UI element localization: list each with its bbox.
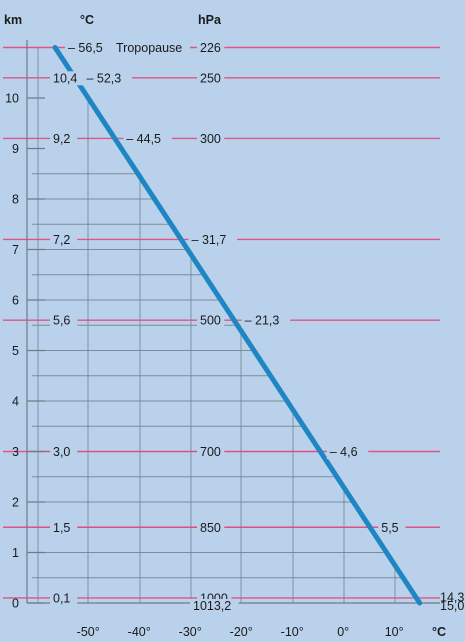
label-background	[378, 520, 406, 535]
y-tick-label: 0	[12, 597, 19, 611]
x-tick-label: -20°	[230, 625, 253, 639]
label-background	[50, 445, 78, 459]
altitude-header: km	[4, 13, 22, 27]
y-tick-label: 5	[12, 344, 19, 358]
x-tick-label: -10°	[281, 625, 304, 639]
x-tick-label: -40°	[128, 625, 151, 639]
label-background	[123, 131, 172, 146]
pressure-header: hPa	[198, 13, 222, 27]
x-tick-label: 10°	[385, 625, 404, 639]
label-background	[50, 232, 78, 247]
y-tick-label: 2	[12, 496, 19, 510]
tropopause-label: Tropopause	[116, 41, 182, 55]
label-background	[188, 232, 238, 247]
x-tick-label: -30°	[179, 625, 202, 639]
label-background	[65, 41, 114, 55]
altitude-label: 9,2	[53, 132, 70, 146]
altitude-label: 10,4	[53, 71, 77, 85]
temperature-line	[52, 45, 423, 606]
level-labels: 0,1 1000 14,31,5 850 5,53,0 700– 4,65,6 500– 2…	[50, 41, 464, 613]
pressure-label: 850	[200, 521, 221, 535]
pressure-label: 500	[200, 314, 221, 328]
temperature-label: – 52,3	[86, 71, 121, 85]
y-tick-label: 6	[12, 294, 19, 308]
label-background	[50, 71, 85, 86]
label-background	[197, 445, 225, 459]
temperature-label: – 44,5	[126, 132, 161, 146]
label-background	[190, 599, 239, 613]
x-tick-label: 0°	[337, 625, 349, 639]
series	[52, 45, 423, 606]
surface-pressure-label: 1013,2	[193, 599, 231, 613]
temperature-header: °C	[80, 13, 94, 27]
temperature-label: – 31,7	[192, 233, 227, 247]
pressure-label: 300	[200, 132, 221, 146]
altitude-label: 7,2	[53, 233, 70, 247]
x-tick-label: -50°	[77, 625, 100, 639]
label-background	[50, 591, 78, 606]
y-tick-label: 4	[12, 395, 19, 409]
altitude-label: 3,0	[53, 445, 70, 459]
altitude-label: 0,1	[53, 591, 70, 605]
label-background	[50, 313, 78, 328]
pressure-label: 700	[200, 445, 221, 459]
temperature-label: – 21,3	[245, 314, 280, 328]
temperature-label: – 4,6	[330, 445, 358, 459]
y-tick-label: 1	[12, 546, 19, 560]
temperature-label: 14,3	[440, 590, 464, 604]
temperature-label: – 56,5	[68, 41, 103, 55]
label-background	[197, 313, 225, 328]
pressure-label: 226	[200, 41, 221, 55]
y-tick-label: 7	[12, 243, 19, 257]
altitude-label: 5,6	[53, 314, 70, 328]
label-background	[197, 41, 225, 55]
label-background	[83, 71, 133, 86]
label-background	[241, 313, 291, 328]
y-tick-label: 3	[12, 445, 19, 459]
x-unit-label: °C	[432, 625, 446, 639]
label-background	[50, 520, 78, 535]
label-background	[113, 41, 190, 55]
y-tick-label: 8	[12, 193, 19, 207]
label-background	[197, 131, 225, 146]
temperature-label: 5,5	[381, 521, 398, 535]
label-background	[197, 71, 225, 86]
label-background	[50, 131, 78, 146]
label-background	[197, 520, 225, 535]
label-background	[326, 445, 369, 459]
y-tick-label: 10	[5, 92, 19, 106]
pressure-label: 250	[200, 71, 221, 85]
surface-temperature-label: 15,0	[440, 599, 464, 613]
y-tick-label: 9	[12, 142, 19, 156]
altitude-label: 1,5	[53, 521, 70, 535]
